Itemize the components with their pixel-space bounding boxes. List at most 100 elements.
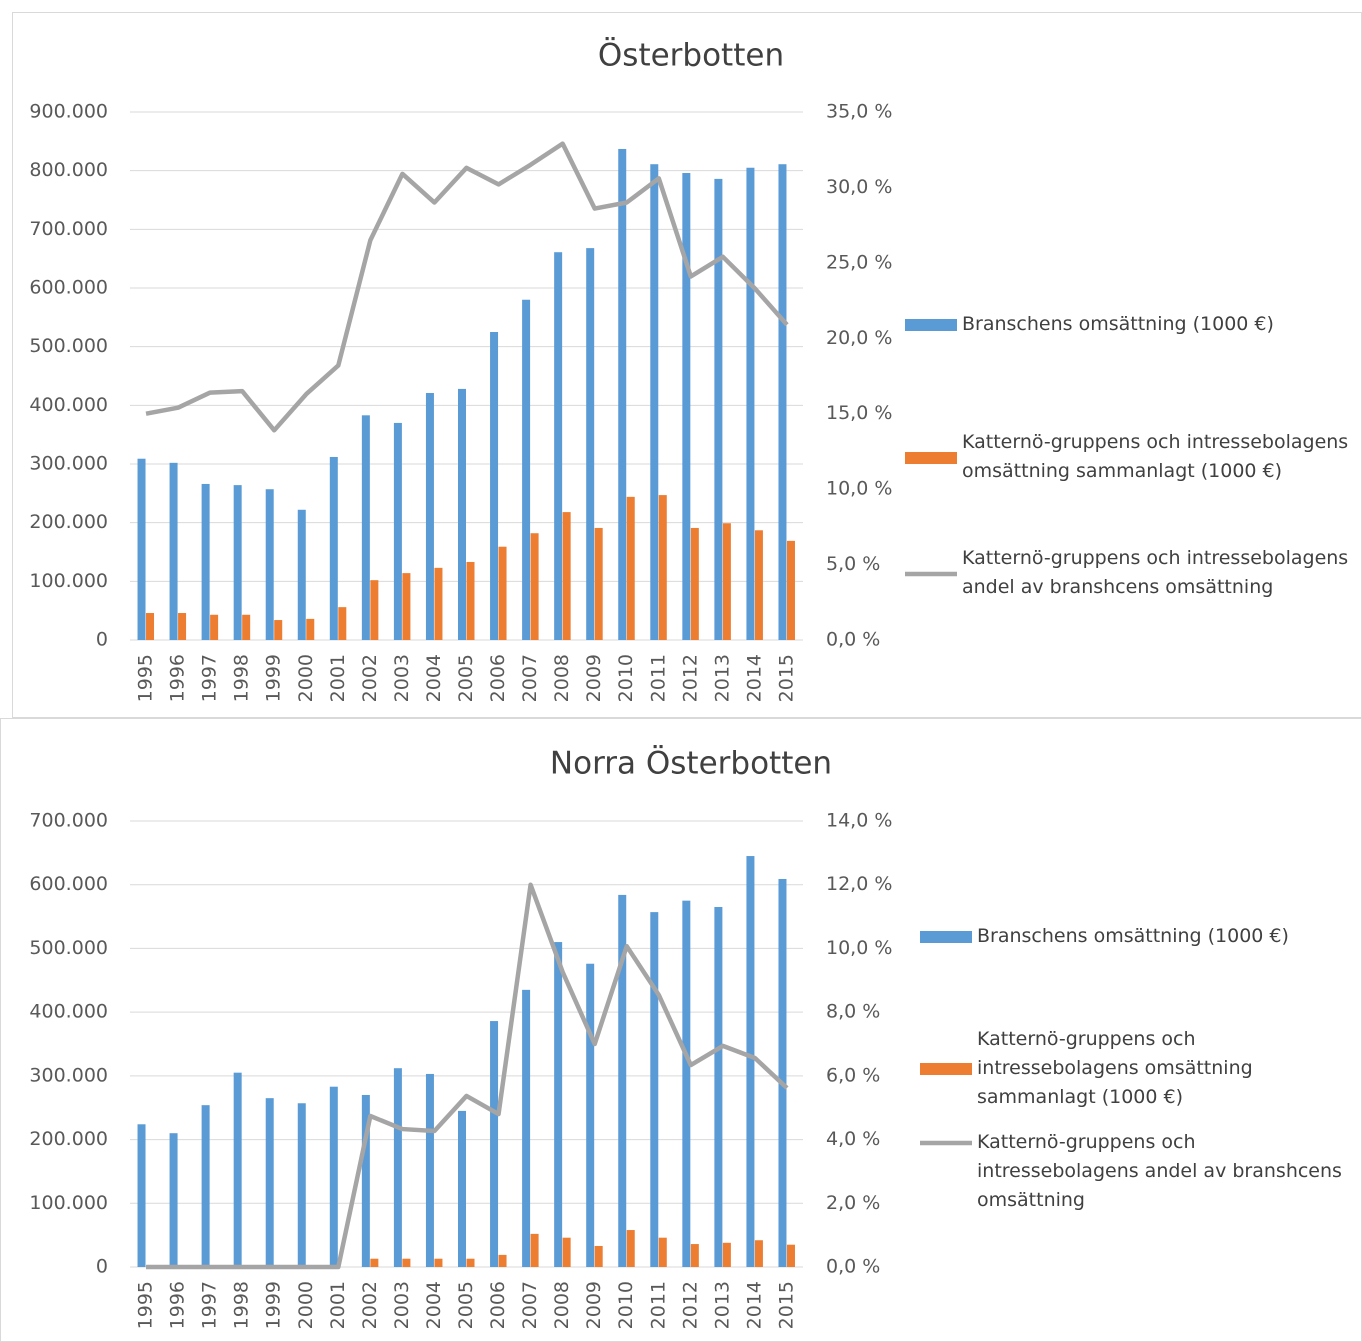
y2-tick-label: 10,0 % — [826, 937, 892, 959]
legend-label: Katternö-gruppens och intressebolagens a… — [962, 547, 1349, 598]
legend-label: Katternö-gruppens och intressebolagens a… — [977, 1131, 1342, 1211]
x-tick-label: 2008 — [551, 1281, 573, 1329]
x-tick-label: 2000 — [295, 654, 317, 702]
bar — [658, 495, 667, 640]
y2-tick-label: 12,0 % — [826, 873, 892, 895]
x-tick-label: 2011 — [647, 1281, 669, 1329]
x-tick-label: 2002 — [359, 1281, 381, 1329]
bar — [650, 912, 659, 1267]
bar — [786, 1244, 795, 1267]
bar — [265, 489, 274, 640]
bar — [714, 178, 723, 640]
x-tick-label: 2002 — [359, 654, 381, 702]
x-tick-label: 1997 — [199, 654, 221, 702]
bar — [178, 613, 187, 640]
bar — [169, 462, 178, 640]
y-tick-label: 900.000 — [29, 101, 108, 123]
x-tick-label: 2015 — [775, 654, 797, 702]
bar — [169, 1133, 178, 1267]
legend-swatch — [920, 1063, 972, 1075]
y2-tick-label: 8,0 % — [826, 1001, 880, 1023]
x-tick-label: 2004 — [423, 654, 445, 702]
bar — [498, 546, 507, 640]
bar — [425, 393, 434, 640]
chart-title: Norra Österbotten — [550, 745, 832, 782]
y-tick-label: 600.000 — [29, 873, 108, 895]
bar — [530, 533, 539, 640]
bar — [786, 540, 795, 640]
bar — [722, 1242, 731, 1267]
y-tick-label: 400.000 — [29, 1001, 108, 1023]
bar — [530, 1233, 539, 1267]
bar — [201, 1105, 210, 1267]
bar — [562, 512, 571, 640]
bar — [402, 1258, 411, 1267]
bar — [306, 618, 315, 640]
legend-swatch — [905, 319, 957, 331]
bar — [233, 485, 242, 640]
bar — [137, 458, 146, 640]
legend-entry: Branschens omsättning (1000 €) — [977, 925, 1289, 947]
line-series — [145, 141, 789, 433]
legend-entry: Katternö-gruppens och intressebolagens o… — [962, 431, 1348, 482]
bar — [425, 1073, 434, 1267]
x-tick-label: 1996 — [167, 654, 189, 702]
y-tick-label: 0 — [96, 1256, 108, 1278]
bar — [146, 613, 155, 640]
bar — [233, 1072, 242, 1267]
y-tick-label: 100.000 — [29, 570, 108, 592]
y-tick-label: 200.000 — [29, 1128, 108, 1150]
x-tick-label: 2007 — [519, 1281, 541, 1329]
x-tick-label: 2003 — [391, 1281, 413, 1329]
x-tick-label: 2011 — [647, 654, 669, 702]
bar — [329, 1086, 338, 1267]
bar — [626, 496, 635, 640]
bar — [778, 164, 787, 641]
y-tick-label: 0 — [96, 629, 108, 651]
y-tick-label: 300.000 — [29, 453, 108, 475]
x-tick-label: 2013 — [711, 654, 733, 702]
bar — [274, 620, 283, 640]
x-tick-label: 2009 — [583, 1281, 605, 1329]
x-tick-label: 2014 — [743, 654, 765, 702]
line-series — [146, 882, 789, 1270]
x-tick-label: 1998 — [231, 1281, 253, 1329]
bar — [746, 167, 755, 640]
y2-tick-label: 4,0 % — [826, 1128, 880, 1150]
bar — [586, 963, 595, 1267]
y-tick-label: 400.000 — [29, 394, 108, 416]
bar — [434, 567, 443, 640]
bar — [594, 1245, 603, 1267]
x-tick-label: 1998 — [231, 654, 253, 702]
bar — [722, 523, 731, 640]
y2-tick-label: 10,0 % — [826, 478, 892, 500]
bar — [393, 422, 402, 640]
legend-entry: Branschens omsättning (1000 €) — [962, 313, 1274, 335]
bar — [754, 530, 763, 640]
y2-tick-label: 0,0 % — [826, 629, 880, 651]
bar — [361, 415, 370, 640]
chart-title: Österbotten — [598, 37, 784, 74]
bar — [370, 580, 379, 640]
bar — [361, 1094, 370, 1267]
bar — [466, 561, 475, 640]
bar — [626, 1230, 635, 1267]
y-tick-label: 500.000 — [29, 937, 108, 959]
bar — [210, 614, 219, 640]
x-tick-label: 2003 — [391, 654, 413, 702]
y2-tick-label: 5,0 % — [826, 553, 880, 575]
y2-tick-label: 2,0 % — [826, 1192, 880, 1214]
bar — [201, 483, 210, 640]
bar — [329, 456, 338, 640]
y2-tick-label: 6,0 % — [826, 1064, 880, 1086]
bar — [650, 164, 659, 641]
bar — [594, 527, 603, 640]
legend-label: Branschens omsättning (1000 €) — [962, 313, 1274, 335]
y2-tick-label: 0,0 % — [826, 1256, 880, 1278]
x-tick-label: 2005 — [455, 1281, 477, 1329]
x-tick-label: 2010 — [615, 654, 637, 702]
bar — [690, 1244, 699, 1267]
bar — [682, 900, 691, 1267]
x-tick-label: 2001 — [327, 654, 349, 702]
